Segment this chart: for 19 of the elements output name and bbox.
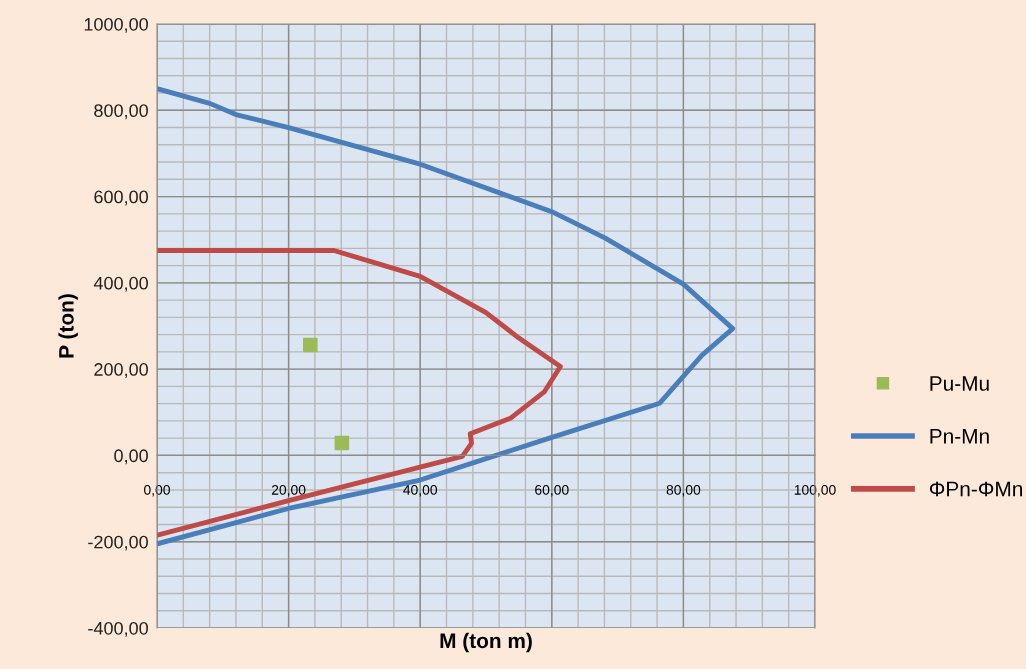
x-tick-label: 0,00 bbox=[144, 484, 170, 497]
x-tick-label: 60,00 bbox=[535, 484, 569, 497]
y-axis-title: P (ton) bbox=[58, 294, 78, 358]
x-tick-label: 100,00 bbox=[794, 484, 836, 497]
legend-label: ΦPn-ΦMn bbox=[929, 481, 1022, 497]
x-axis-title: M (ton m) bbox=[440, 632, 532, 653]
y-tick-label: -400,00 bbox=[88, 621, 148, 637]
x-tick-label: 80,00 bbox=[666, 484, 701, 497]
y-tick-label: -200,00 bbox=[88, 535, 148, 551]
y-tick-label: 800,00 bbox=[94, 104, 148, 120]
y-tick-label: 600,00 bbox=[94, 190, 148, 206]
x-tick-label: 20,00 bbox=[271, 484, 306, 497]
legend-label: Pu-Mu bbox=[930, 376, 989, 391]
y-tick-label: 200,00 bbox=[94, 363, 148, 378]
y-tick-label: 400,00 bbox=[93, 276, 148, 292]
x-tick-label: 40,00 bbox=[403, 484, 438, 497]
legend-label: Pn-Mn bbox=[930, 429, 989, 444]
y-tick-label: 1000,00 bbox=[84, 17, 148, 33]
y-tick-label: 0,00 bbox=[114, 449, 148, 465]
